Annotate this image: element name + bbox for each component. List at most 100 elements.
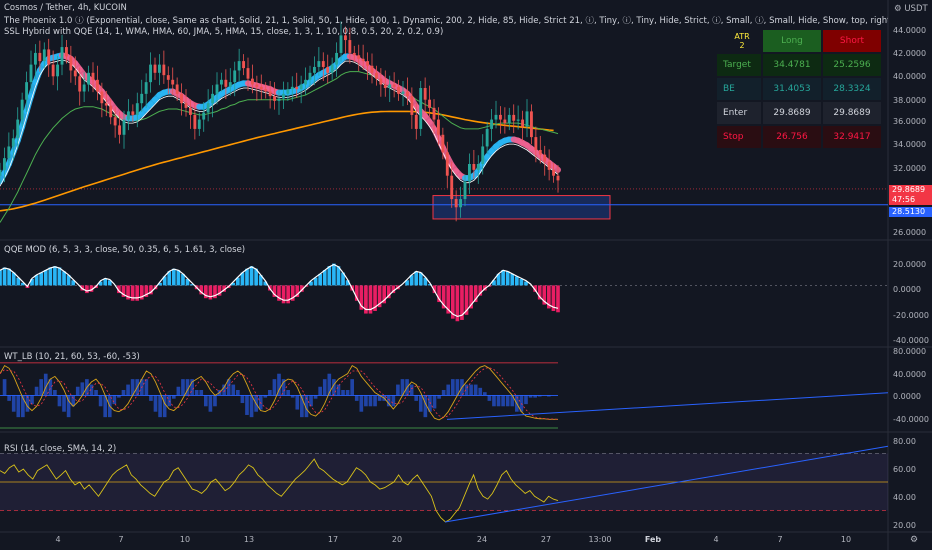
qqe-bar (533, 285, 537, 292)
qqe-bar (126, 285, 130, 300)
qqe-bar (405, 280, 409, 286)
qqe-bar (300, 285, 304, 292)
candle-body (397, 86, 401, 94)
qqe-bar (130, 285, 135, 301)
candle-body (405, 91, 409, 97)
wt-diff-bar (391, 395, 396, 407)
time-tick: 10 (840, 535, 852, 544)
wt-diff-bar (300, 395, 304, 418)
candle-body (202, 112, 206, 120)
wt-diff-bar (236, 390, 240, 396)
qqe-bar (176, 270, 181, 286)
qqe-bar (181, 273, 185, 286)
candle-body (162, 64, 166, 76)
candle-body (507, 114, 511, 124)
qqe-bar (277, 285, 281, 301)
stop-short-value: 32.9417 (823, 126, 881, 148)
candle-body (543, 154, 547, 162)
symbol-title[interactable]: Cosmos / Tether, 4h, KUCOIN (4, 3, 127, 13)
qqe-bar (158, 282, 162, 286)
target-long-value: 34.4781 (763, 54, 821, 76)
candle-body (153, 64, 157, 73)
candle-body (0, 169, 2, 176)
wt-diff-bar (171, 395, 176, 399)
candle-body (118, 125, 122, 135)
qqe-bar (332, 263, 336, 286)
qqe-bar (368, 285, 373, 314)
gear-icon[interactable]: ⚙ (894, 4, 905, 14)
candle-body (104, 103, 108, 106)
wt-diff-bar (350, 379, 355, 396)
qqe-bar (313, 277, 318, 286)
qqe-bar (167, 271, 172, 286)
candle-body (60, 47, 64, 65)
wt-diff-bar (396, 384, 400, 396)
atr-header-cell: ATR 2 (717, 30, 761, 52)
candle-body (290, 86, 294, 90)
candle-body (552, 169, 556, 176)
candle-body (321, 61, 325, 67)
candle-body (374, 72, 378, 79)
wt-diff-bar (89, 384, 94, 396)
wt-diff-bar (149, 395, 153, 401)
qqe-bar (464, 285, 469, 315)
qqe-bar (231, 282, 236, 286)
wt-diff-bar (354, 395, 359, 401)
wt-diff-bar (332, 379, 336, 396)
qqe-bar (85, 285, 89, 294)
candle-body (42, 49, 46, 62)
qqe-bar (290, 285, 295, 301)
candle-body (100, 91, 104, 104)
wt-diff-bar (176, 386, 181, 396)
candle-body (51, 64, 55, 77)
candle-body (56, 64, 60, 77)
wt-pane-label[interactable]: WT_LB (10, 21, 60, 53, -60, -53) (4, 352, 140, 362)
price-tick: 34.0000 (893, 140, 927, 149)
qqe-bar (501, 270, 505, 286)
qqe-bar (89, 285, 94, 292)
last-price-badge: 29.8689 47:56 (889, 185, 932, 205)
wt-diff-bar (432, 395, 437, 409)
candle-body (330, 64, 334, 73)
be-long-value: 31.4053 (763, 78, 821, 100)
wt-diff-bar (309, 395, 313, 407)
candle-body (490, 119, 494, 129)
qqe-bar (336, 266, 341, 286)
wt-tick: -40.0000 (893, 415, 929, 424)
wt-diff-bar (213, 395, 217, 407)
stop-long-value: 26.756 (763, 126, 821, 148)
wt-diff-bar (496, 395, 501, 407)
time-tick: 10 (179, 535, 191, 544)
time-tick: 7 (118, 535, 124, 544)
time-tick: 24 (476, 535, 488, 544)
qqe-bar (21, 282, 25, 286)
qqe-line (0, 263, 559, 318)
wt-diff-bar (144, 379, 149, 396)
qqe-bar (382, 285, 387, 304)
rsi-pane-label[interactable]: RSI (14, close, SMA, 14, 2) (4, 444, 117, 454)
wt-diff-bar (34, 386, 39, 396)
candle-body (166, 75, 170, 80)
wt-diff-bar (208, 395, 213, 412)
price-tick: 42.0000 (893, 49, 927, 58)
wt-diff-bar (327, 373, 332, 396)
candle-body (476, 164, 480, 170)
rsi-tick: 60.00 (893, 465, 916, 474)
qqe-pane-label[interactable]: QQE MOD (6, 5, 3, 3, close, 50, 0.35, 6,… (4, 245, 246, 255)
indicator-ssl-label[interactable]: SSL Hybrid with QQE (14, 1, WMA, HMA, 60… (4, 27, 444, 37)
qqe-bar (391, 285, 396, 294)
qqe-bar (327, 266, 332, 286)
settings-gear-icon[interactable]: ⚙ (910, 535, 919, 545)
wt-diff-bar (80, 382, 85, 396)
candle-body (428, 99, 432, 108)
candle-body (211, 93, 215, 104)
candle-body (215, 84, 219, 94)
qqe-bar (16, 277, 21, 286)
qqe-bar (524, 281, 528, 286)
stop-label: Stop (717, 126, 761, 148)
currency-text: USDT (904, 4, 928, 14)
indicator-phoenix-label[interactable]: The Phoenix 1.0 ⓘ (Exponential, close, S… (4, 16, 888, 26)
candle-body (20, 99, 24, 120)
candle-body (463, 181, 467, 200)
